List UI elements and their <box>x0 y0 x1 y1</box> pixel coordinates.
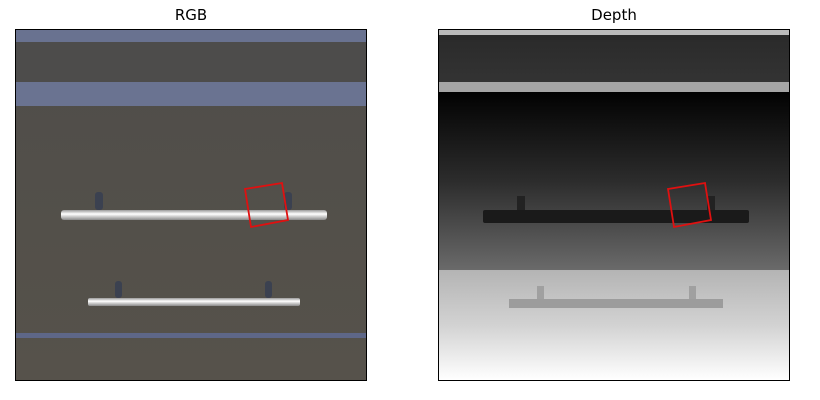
rgb-bottom-stripe <box>16 333 366 338</box>
rgb-bracket-upper-left <box>95 192 103 210</box>
depth-bracket-upper-right <box>707 196 715 210</box>
depth-bracket-lower-right <box>689 286 696 299</box>
rgb-grasp-box <box>243 181 290 229</box>
depth-stripe-band <box>439 82 789 92</box>
depth-upper-rod <box>483 210 749 223</box>
rgb-image-panel <box>15 29 367 381</box>
depth-middle-region <box>439 92 789 270</box>
rgb-lower-rod <box>88 298 300 306</box>
depth-lower-region <box>439 270 789 380</box>
rgb-image <box>16 30 366 380</box>
depth-top-edge <box>439 30 789 35</box>
depth-bracket-upper-left <box>517 196 525 210</box>
rgb-panel-title: RGB <box>174 6 208 24</box>
depth-panel-title: Depth <box>591 6 637 24</box>
depth-upper-region <box>439 35 789 82</box>
rgb-bracket-lower-left <box>115 281 122 298</box>
depth-image-panel <box>438 29 790 381</box>
rgb-upper-wall <box>16 42 366 82</box>
rgb-top-stripe <box>16 30 366 42</box>
rgb-blue-stripe <box>16 82 366 106</box>
rgb-bracket-lower-right <box>265 281 272 298</box>
depth-bracket-lower-left <box>537 286 544 299</box>
rgb-upper-rod <box>61 210 327 220</box>
depth-grasp-box <box>666 181 713 229</box>
depth-lower-rod <box>509 299 723 308</box>
depth-image <box>439 30 789 380</box>
